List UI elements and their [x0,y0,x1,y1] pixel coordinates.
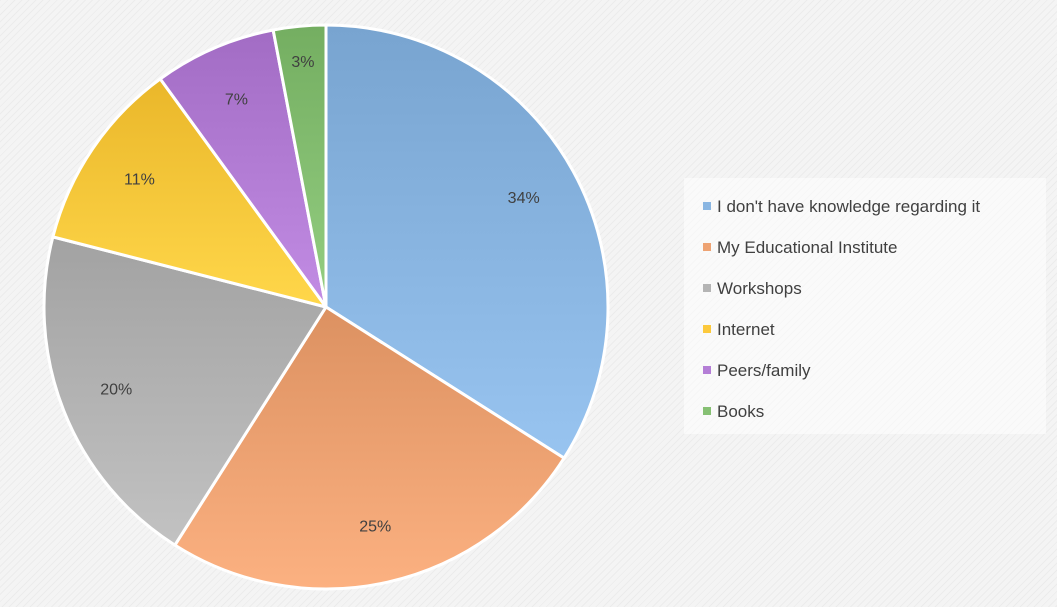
legend-label: Peers/family [717,361,811,380]
slice-label-internet: 11% [124,172,155,189]
pie-slice-books [271,23,328,309]
legend-swatch [703,366,711,374]
slice-label-books: 3% [291,54,314,71]
slice-label-educational-institute: 25% [359,519,391,536]
legend-label: Workshops [717,279,802,298]
legend-label: Internet [717,320,775,339]
legend-item-workshops: Workshops [684,268,1046,309]
pie-slice-internet [51,77,328,309]
slice-label-workshops: 20% [100,382,132,399]
slice-label-no-knowledge: 34% [508,190,540,207]
legend-swatch [703,284,711,292]
legend-label: I don't have knowledge regarding it [717,197,981,216]
pie-slice-peers-family [158,28,328,309]
legend-swatch [703,243,711,251]
legend-item-books: Books [684,391,1046,432]
slice-label-peers-family: 7% [225,91,248,108]
pie-slice-educational-institute [173,305,566,591]
legend-label: My Educational Institute [717,238,898,257]
legend-swatch [703,325,711,333]
pie-slice-workshops [42,235,328,547]
legend: I don't have knowledge regarding it My E… [684,178,1046,434]
legend-item-internet: Internet [684,309,1046,350]
legend-item-no-knowledge: I don't have knowledge regarding it [684,186,1046,227]
pie-slice-no-knowledge [324,23,610,460]
legend-item-peers-family: Peers/family [684,350,1046,391]
legend-label: Books [717,402,765,421]
legend-swatch [703,407,711,415]
legend-item-educational-institute: My Educational Institute [684,227,1046,268]
legend-swatch [703,202,711,210]
